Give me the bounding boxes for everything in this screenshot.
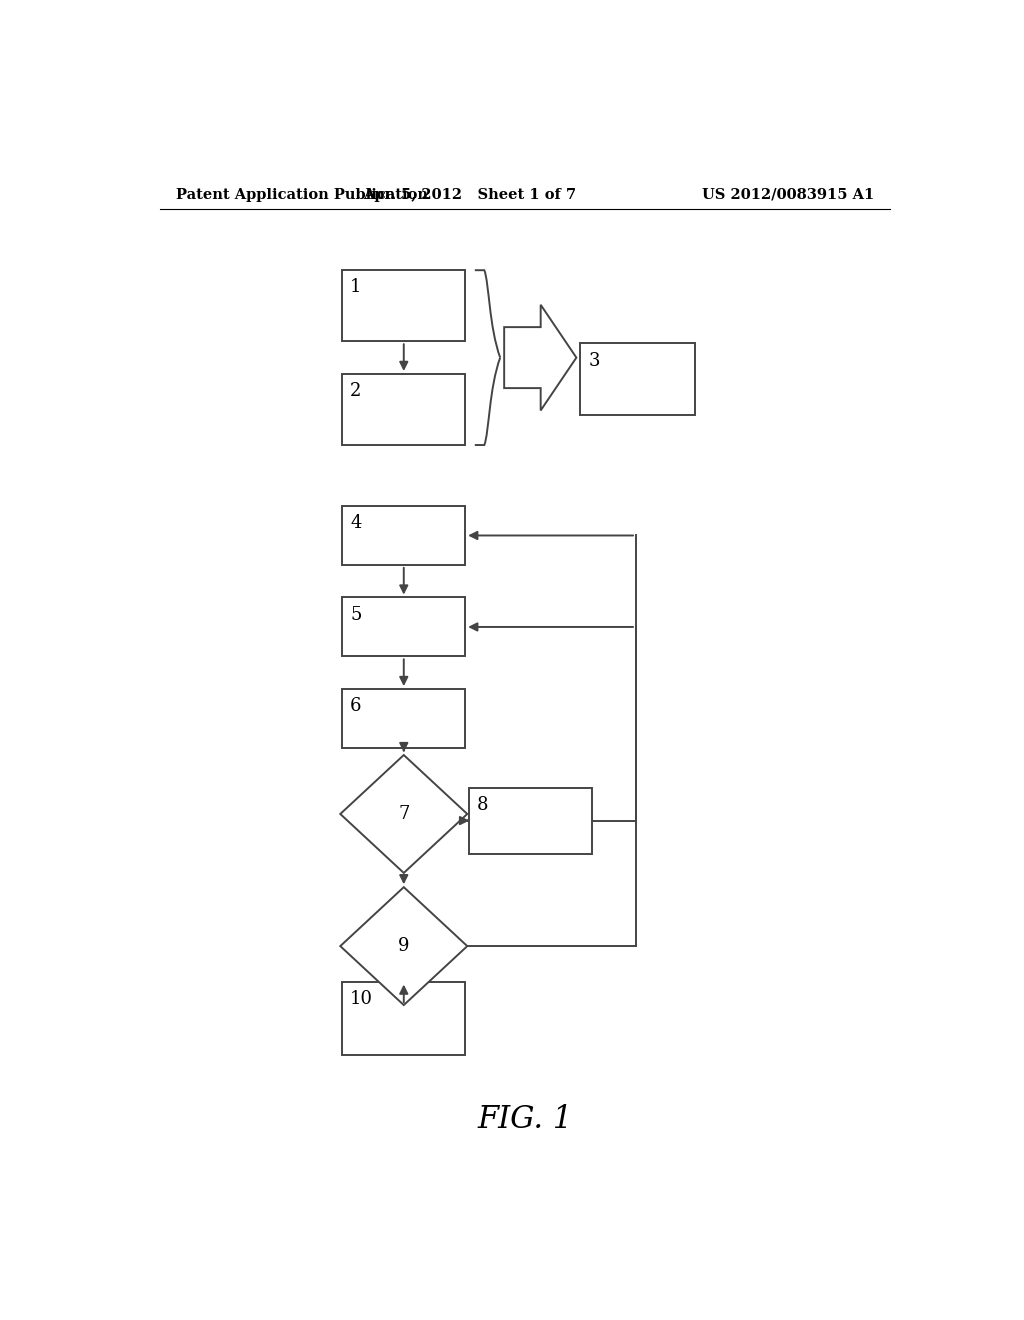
Text: 5: 5	[350, 606, 361, 623]
Polygon shape	[504, 305, 577, 411]
Text: 2: 2	[350, 381, 361, 400]
Polygon shape	[340, 755, 467, 873]
Text: Patent Application Publication: Patent Application Publication	[176, 187, 428, 202]
Bar	[342, 374, 465, 445]
Bar	[342, 689, 465, 748]
Bar	[342, 982, 465, 1055]
Bar	[581, 343, 695, 414]
Bar	[342, 506, 465, 565]
Text: Apr. 5, 2012   Sheet 1 of 7: Apr. 5, 2012 Sheet 1 of 7	[362, 187, 575, 202]
Text: 4: 4	[350, 515, 361, 532]
Text: 9: 9	[398, 937, 410, 956]
Text: 8: 8	[477, 796, 488, 813]
Polygon shape	[340, 887, 467, 1005]
Text: 3: 3	[588, 351, 600, 370]
Text: 1: 1	[350, 279, 361, 296]
Bar	[469, 788, 592, 854]
Text: 10: 10	[350, 990, 373, 1007]
Text: 6: 6	[350, 697, 361, 715]
Bar	[342, 598, 465, 656]
Text: US 2012/0083915 A1: US 2012/0083915 A1	[701, 187, 873, 202]
Text: 7: 7	[398, 805, 410, 822]
Bar	[342, 271, 465, 342]
Text: FIG. 1: FIG. 1	[477, 1105, 572, 1135]
